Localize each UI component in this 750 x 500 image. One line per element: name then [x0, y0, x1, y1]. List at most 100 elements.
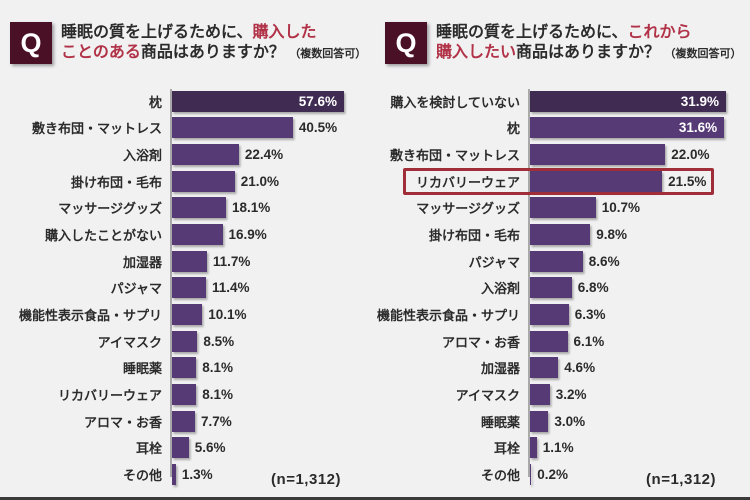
category-label: 掛け布団・毛布 — [428, 228, 520, 244]
bar-track: 22.4% — [170, 144, 375, 166]
question-line-1: 睡眠の質を上げるために、購入した — [61, 24, 317, 41]
bar-track: 10.1% — [170, 303, 375, 325]
bar-track: 8.5% — [170, 330, 375, 352]
q-badge: Q — [10, 22, 52, 64]
bar — [530, 357, 559, 379]
category-label: 加湿器 — [480, 361, 520, 377]
bar-track: 1.1% — [528, 437, 750, 459]
category-label: 枕 — [506, 121, 520, 137]
bar-track: 21.5% — [528, 170, 750, 192]
category-label: 入浴剤 — [122, 148, 162, 164]
question-title: 睡眠の質を上げるために、購入した ことのある商品はありますか？ （複数回答可） — [61, 23, 366, 64]
chart-row: 耳栓 5.6% — [10, 434, 375, 461]
bar-track: 18.1% — [170, 197, 375, 219]
multi-answer-note: （複数回答可） — [289, 48, 367, 60]
bar-track: 8.6% — [528, 250, 750, 272]
category-label: マッサージグッズ — [416, 201, 520, 217]
bar — [172, 410, 195, 432]
category-label: 睡眠薬 — [480, 414, 520, 430]
bar-chart-purchased: 枕 57.6% 敷き布団・マットレス 40.5% 入浴剤 22.4% 掛け布団・毛布 21.0… — [10, 88, 375, 488]
bar: 31.9% — [530, 90, 726, 112]
chart-row: 耳栓 1.1% — [377, 434, 750, 461]
bar-track: 11.4% — [170, 277, 375, 299]
value-label: 6.3% — [574, 306, 606, 322]
bar — [172, 437, 189, 459]
chart-row: 機能性表示食品・サプリ 10.1% — [10, 301, 375, 328]
bar-track: 1.3% — [170, 463, 375, 485]
bar-track: 22.0% — [528, 144, 750, 166]
question-line-2: ことのある商品はありますか？ （複数回答可） — [61, 44, 367, 61]
bar-track: 21.0% — [170, 170, 375, 192]
chart-row: 加湿器 11.7% — [10, 248, 375, 275]
axis-line — [170, 89, 172, 477]
bar — [172, 170, 235, 192]
category-label: アロマ・お香 — [441, 334, 520, 350]
category-label: アイマスク — [97, 334, 162, 350]
chart-row: 機能性表示食品・サプリ 6.3% — [377, 301, 750, 328]
bar: 31.6% — [530, 117, 725, 139]
chart-row: 掛け布団・毛布 21.0% — [10, 168, 375, 195]
bar — [530, 383, 550, 405]
bar-track: 3.0% — [528, 410, 750, 432]
bar — [172, 224, 223, 246]
bar — [530, 463, 532, 485]
chart-row: 枕 57.6% — [10, 88, 375, 115]
question-line-1: 睡眠の質を上げるために、これから — [436, 24, 692, 41]
bar — [172, 330, 198, 352]
bar — [530, 144, 666, 166]
category-label: 購入したことがない — [44, 228, 162, 244]
bar — [172, 303, 203, 325]
value-label: 0.2% — [537, 466, 568, 482]
value-label: 21.0% — [240, 173, 279, 189]
bar-chart-want-to-buy: 購入を検討していない 31.9% 枕 31.6% 敷き布団・マットレス 22.0% リカバリ… — [377, 88, 750, 488]
category-label: 加湿器 — [122, 254, 162, 270]
value-label: 22.4% — [244, 147, 284, 163]
chart-row: 敷き布団・マットレス 22.0% — [377, 141, 750, 168]
bar-track: 6.8% — [528, 277, 750, 299]
chart-row: リカバリーウェア 8.1% — [10, 381, 375, 408]
question-title: 睡眠の質を上げるために、これから 購入したい商品はありますか？ （複数回答可） — [436, 23, 741, 64]
question-emphasis: 購入したい — [436, 44, 517, 61]
bar — [172, 357, 197, 379]
chart-row: 睡眠薬 8.1% — [10, 354, 375, 381]
chart-row: その他 1.3% — [10, 461, 375, 488]
question-header: Q 睡眠の質を上げるために、これから 購入したい商品はありますか？ （複数回答可… — [377, 22, 750, 66]
bar-track: 6.3% — [528, 303, 750, 325]
value-label: 9.8% — [596, 227, 627, 243]
value-label: 5.6% — [194, 440, 226, 456]
category-label: リカバリーウェア — [415, 174, 520, 190]
bar-track: 0.2% — [528, 463, 750, 485]
bar — [530, 277, 572, 299]
category-label: その他 — [122, 467, 162, 483]
category-label: パジャマ — [468, 254, 520, 270]
axis-line — [528, 89, 530, 477]
category-label: アイマスク — [455, 387, 520, 403]
value-label: 8.6% — [588, 253, 620, 269]
question-emphasis: ことのある — [61, 44, 141, 61]
bar — [172, 463, 176, 485]
category-label: 購入を検討していない — [390, 94, 520, 110]
value-label: 4.6% — [564, 360, 596, 376]
bar-track: 31.6% — [528, 117, 750, 139]
value-label: 8.1% — [202, 360, 233, 376]
bar — [530, 224, 591, 246]
bar-track: 57.6% — [170, 90, 375, 112]
chart-row: マッサージグッズ 10.7% — [377, 195, 750, 222]
bar — [172, 144, 239, 166]
value-label: 57.6% — [298, 93, 337, 109]
bar — [530, 437, 537, 459]
value-label: 10.7% — [601, 200, 640, 216]
value-label: 1.3% — [181, 466, 213, 482]
category-label: アロマ・お香 — [83, 414, 162, 430]
chart-row: アロマ・お香 6.1% — [377, 328, 750, 355]
bar — [530, 330, 568, 352]
value-label: 1.1% — [542, 440, 574, 456]
category-label: 機能性表示食品・サプリ — [18, 307, 162, 323]
bar-track: 7.7% — [170, 410, 375, 432]
value-label: 11.4% — [212, 280, 250, 296]
category-label: 敷き布団・マットレス — [31, 121, 162, 137]
bar-track: 9.8% — [528, 224, 750, 246]
chart-row: アイマスク 8.5% — [10, 328, 375, 355]
bar-track: 11.7% — [170, 250, 375, 272]
